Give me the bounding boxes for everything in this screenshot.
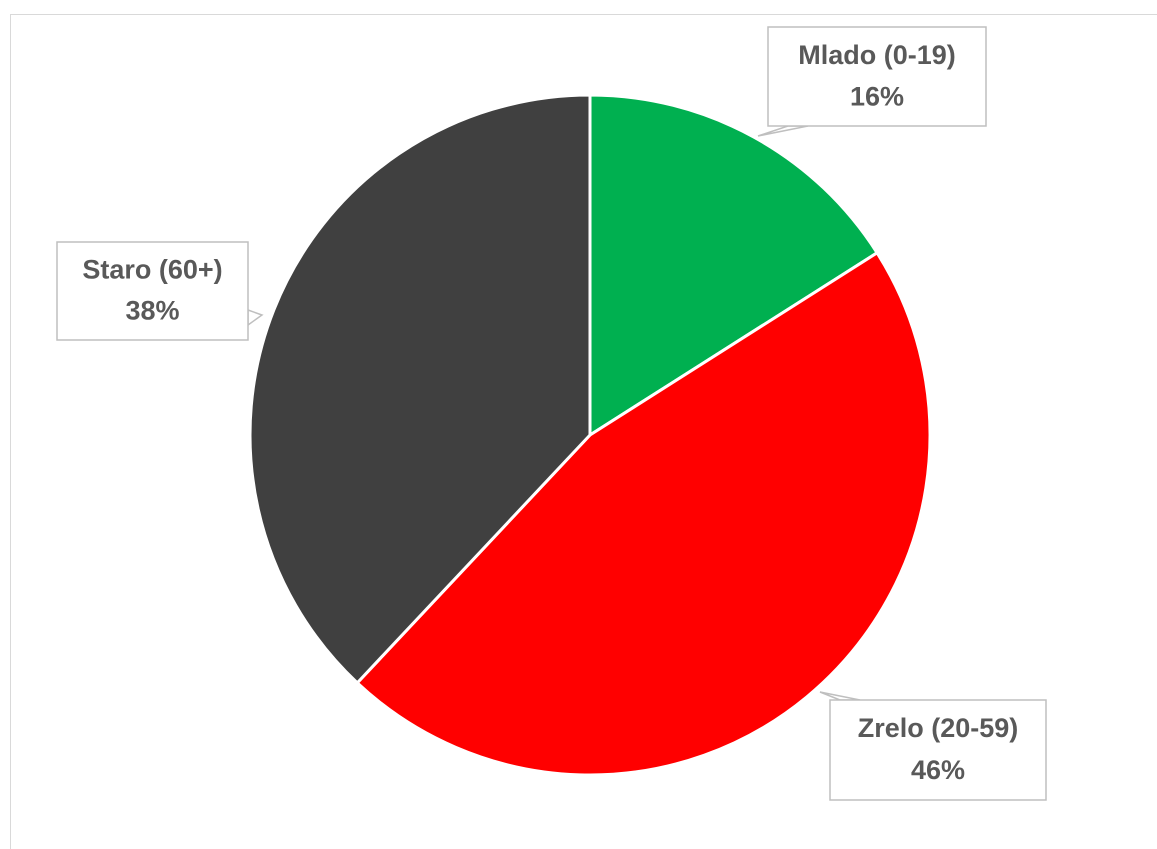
value-label: 46% [911,755,965,785]
category-label: Zrelo (20-59) [858,713,1019,743]
category-label: Mlado (0-19) [798,40,956,70]
callout-box [829,699,1047,801]
value-label: 16% [850,81,904,111]
pie-slice [355,250,932,777]
callout-box [56,241,249,341]
category-label: Staro (60+) [82,255,222,285]
pie-slice [248,93,592,685]
pie-slice [588,93,880,438]
value-label: 38% [125,296,179,326]
callout-box [767,26,987,127]
